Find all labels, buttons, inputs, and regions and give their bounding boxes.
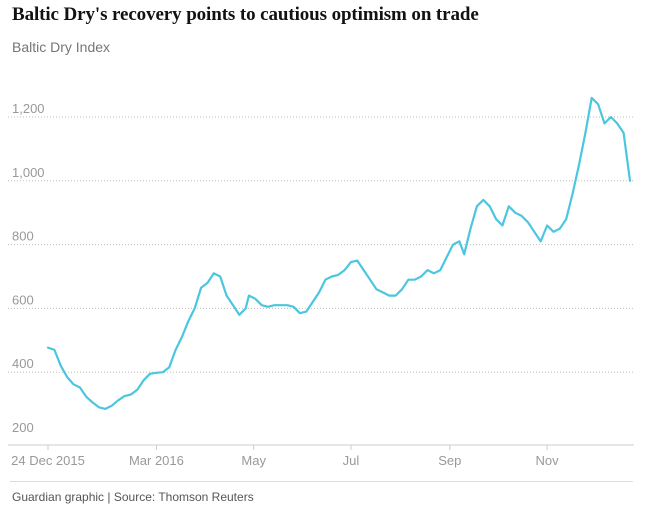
footer-divider [10, 481, 633, 482]
series-line [46, 96, 632, 410]
y-tick-label: 400 [12, 356, 34, 371]
y-tick-label: 800 [12, 229, 34, 244]
source-credit: Guardian graphic | Source: Thomson Reute… [12, 490, 254, 504]
x-tick-label: 24 Dec 2015 [11, 453, 85, 468]
x-tick-label: Sep [438, 453, 461, 468]
x-tick-label: May [241, 453, 266, 468]
chart-subtitle: Baltic Dry Index [12, 39, 111, 55]
y-tick-label: 200 [12, 420, 34, 435]
x-axis: 24 Dec 2015 Mar 2016 May Jul Sep Nov [8, 444, 634, 468]
y-axis-ticks: 200 400 600 800 1,000 1,200 [12, 101, 45, 435]
y-tick-label: 1,000 [12, 165, 45, 180]
line-chart: 200 400 600 800 1,000 1,200 24 Dec 2015 Mar 20… [8, 96, 634, 468]
x-tick-label: Jul [343, 453, 360, 468]
x-tick-label: Mar 2016 [129, 453, 184, 468]
x-tick-label: Nov [536, 453, 560, 468]
chart-title: Baltic Dry's recovery points to cautious… [12, 4, 479, 25]
y-tick-label: 1,200 [12, 101, 45, 116]
series-layer [46, 96, 632, 410]
gridlines [8, 116, 634, 373]
y-tick-label: 600 [12, 292, 34, 307]
